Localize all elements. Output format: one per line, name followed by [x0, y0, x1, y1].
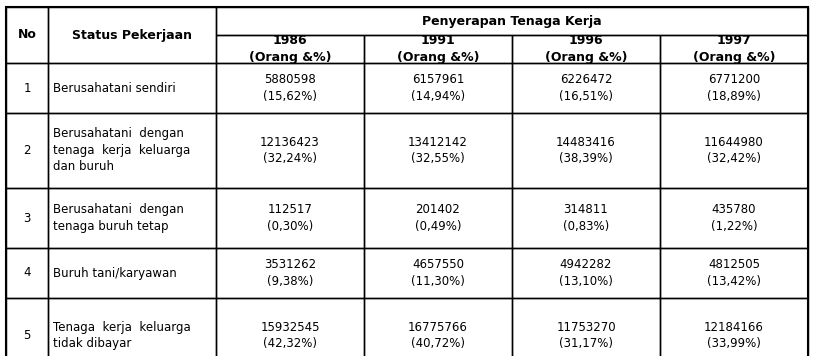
Text: Berusahatani sendiri: Berusahatani sendiri	[53, 82, 176, 94]
Bar	[48, 298, 216, 356]
Bar	[48, 188, 216, 248]
Text: 13412142
(32,55%): 13412142 (32,55%)	[408, 136, 468, 165]
Bar	[364, 188, 512, 248]
Bar	[6, 248, 48, 298]
Bar	[6, 188, 48, 248]
Text: Penyerapan Tenaga Kerja: Penyerapan Tenaga Kerja	[422, 15, 602, 27]
Text: 11753270
(31,17%): 11753270 (31,17%)	[556, 321, 616, 350]
Text: 5880598
(15,62%): 5880598 (15,62%)	[263, 73, 317, 103]
Bar	[660, 63, 808, 113]
Bar	[48, 7, 216, 63]
Text: 6157961
(14,94%): 6157961 (14,94%)	[411, 73, 465, 103]
Text: 435780
(1,22%): 435780 (1,22%)	[711, 203, 757, 233]
Bar	[512, 188, 660, 248]
Text: 6226472
(16,51%): 6226472 (16,51%)	[559, 73, 613, 103]
Text: 1996
(Orang &%): 1996 (Orang &%)	[545, 34, 628, 64]
Bar	[512, 35, 660, 63]
Text: 4657550
(11,30%): 4657550 (11,30%)	[411, 258, 465, 288]
Text: 314811
(0,83%): 314811 (0,83%)	[562, 203, 609, 233]
Text: 12136423
(32,24%): 12136423 (32,24%)	[260, 136, 320, 165]
Bar	[216, 188, 364, 248]
Text: 4812505
(13,42%): 4812505 (13,42%)	[707, 258, 761, 288]
Text: 1: 1	[24, 82, 31, 94]
Bar	[364, 113, 512, 188]
Bar	[660, 188, 808, 248]
Bar	[216, 63, 364, 113]
Bar	[364, 298, 512, 356]
Text: 15932545
(42,32%): 15932545 (42,32%)	[260, 321, 320, 350]
Text: 6771200
(18,89%): 6771200 (18,89%)	[707, 73, 761, 103]
Text: 4: 4	[24, 267, 31, 279]
Bar	[512, 298, 660, 356]
Bar	[512, 248, 660, 298]
Bar	[364, 248, 512, 298]
Bar	[512, 63, 660, 113]
Bar	[6, 63, 48, 113]
Text: 112517
(0,30%): 112517 (0,30%)	[267, 203, 313, 233]
Bar	[660, 35, 808, 63]
Text: Berusahatani  dengan
tenaga  kerja  keluarga
dan buruh: Berusahatani dengan tenaga kerja keluarg…	[53, 127, 190, 173]
Bar	[6, 298, 48, 356]
Bar	[48, 63, 216, 113]
Bar	[216, 35, 364, 63]
Bar	[660, 298, 808, 356]
Text: 201402
(0,49%): 201402 (0,49%)	[415, 203, 462, 233]
Text: 1997
(Orang &%): 1997 (Orang &%)	[693, 34, 775, 64]
Bar	[216, 113, 364, 188]
Text: 1991
(Orang &%): 1991 (Orang &%)	[396, 34, 479, 64]
Text: 5: 5	[24, 329, 31, 342]
Text: Buruh tani/karyawan: Buruh tani/karyawan	[53, 267, 177, 279]
Bar	[216, 7, 808, 35]
Text: 2: 2	[24, 144, 31, 157]
Bar	[660, 113, 808, 188]
Text: 3531262
(9,38%): 3531262 (9,38%)	[264, 258, 316, 288]
Text: No: No	[18, 28, 37, 42]
Bar	[660, 248, 808, 298]
Text: Tenaga  kerja  keluarga
tidak dibayar: Tenaga kerja keluarga tidak dibayar	[53, 321, 190, 350]
Bar	[512, 113, 660, 188]
Bar	[48, 248, 216, 298]
Bar	[364, 63, 512, 113]
Text: 3: 3	[24, 211, 31, 225]
Text: 14483416
(38,39%): 14483416 (38,39%)	[556, 136, 616, 165]
Bar	[6, 7, 48, 63]
Bar	[6, 113, 48, 188]
Text: 1986
(Orang &%): 1986 (Orang &%)	[249, 34, 331, 64]
Bar	[48, 113, 216, 188]
Text: Berusahatani  dengan
tenaga buruh tetap: Berusahatani dengan tenaga buruh tetap	[53, 203, 184, 233]
Bar	[364, 35, 512, 63]
Text: 4942282
(13,10%): 4942282 (13,10%)	[559, 258, 613, 288]
Text: 11644980
(32,42%): 11644980 (32,42%)	[704, 136, 764, 165]
Text: 16775766
(40,72%): 16775766 (40,72%)	[408, 321, 468, 350]
Text: Status Pekerjaan: Status Pekerjaan	[72, 28, 192, 42]
Bar	[216, 248, 364, 298]
Text: 12184166
(33,99%): 12184166 (33,99%)	[704, 321, 764, 350]
Bar	[216, 298, 364, 356]
